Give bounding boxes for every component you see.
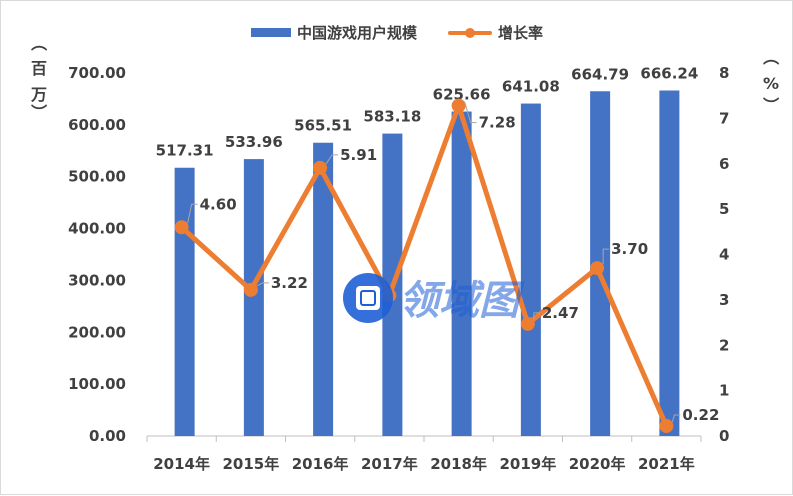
right-unit-char: （	[761, 49, 780, 65]
bar-data-label: 641.08	[502, 78, 560, 96]
leader-line	[464, 101, 477, 124]
right-tick-label: 8	[719, 64, 729, 82]
legend-label-bar: 中国游戏用户规模	[297, 24, 418, 42]
line-data-label: 7.28	[479, 114, 516, 132]
right-unit-char: ）	[761, 97, 780, 113]
right-tick-label: 7	[719, 109, 729, 127]
line-point	[659, 419, 674, 434]
line-data-label: 3.70	[611, 240, 648, 258]
left-tick-label: 0.00	[89, 427, 126, 445]
leader-line	[325, 154, 339, 165]
line-data-label: 0.22	[682, 406, 719, 424]
right-tick-label: 3	[719, 291, 729, 309]
leader-line	[602, 248, 610, 265]
bar-data-label: 664.79	[571, 65, 629, 83]
right-tick-label: 6	[719, 155, 729, 173]
line-data-label: 4.60	[200, 195, 237, 213]
line-data-label: 2.47	[542, 304, 579, 322]
bar	[313, 142, 334, 436]
x-tick-label: 2020年	[569, 455, 626, 473]
bar	[659, 90, 680, 437]
left-unit-char: ）	[29, 104, 48, 120]
right-unit-char: %	[763, 74, 779, 93]
bar-data-label: 583.18	[363, 108, 421, 126]
bar-data-labels: 517.31 533.96 565.51 583.18 625.66 641.08 664.…	[156, 65, 699, 160]
right-axis-unit-label: （% ）	[761, 49, 780, 113]
x-axis: 2014年 2015年 2016年 2017年 2018年 2019年 2020年 2021年	[146, 435, 702, 473]
x-tick-label: 2021年	[638, 455, 695, 473]
bar	[174, 167, 195, 437]
legend: 中国游戏用户规模 增长率	[251, 24, 543, 42]
left-tick-label: 700.00	[68, 64, 126, 82]
bar-series	[174, 90, 680, 437]
right-tick-label: 1	[719, 382, 729, 400]
right-tick-label: 5	[719, 200, 729, 218]
left-unit-char: （	[29, 35, 48, 51]
left-axis-ticks: 0.00 100.00 200.00 300.00 400.00 500.00 600.00…	[68, 64, 126, 445]
x-tick-label: 2019年	[500, 455, 557, 473]
right-tick-label: 2	[719, 336, 729, 354]
left-tick-label: 500.00	[68, 168, 126, 186]
watermark: 领域图	[343, 273, 525, 324]
left-unit-char: 百	[31, 59, 47, 78]
bar	[520, 103, 541, 436]
leader-line	[187, 203, 198, 224]
x-tick-label: 2015年	[223, 455, 280, 473]
line-point	[520, 316, 535, 331]
bar-data-label: 666.24	[640, 65, 698, 83]
line-point	[451, 98, 466, 113]
bar-data-label: 517.31	[156, 142, 214, 160]
bar	[243, 159, 264, 436]
legend-swatch-bar	[251, 28, 291, 37]
legend-marker-line	[465, 28, 475, 38]
x-tick-label: 2016年	[292, 455, 349, 473]
left-tick-label: 300.00	[68, 271, 126, 289]
bar-data-label: 625.66	[433, 86, 491, 104]
watermark-logo-square	[356, 286, 380, 310]
leader-line	[671, 414, 681, 423]
line-data-labels: 4.60 3.22 5.91 7.28 2.47 3.70 0.22	[187, 101, 719, 424]
line-data-label: 5.91	[340, 146, 377, 164]
watermark-logo-inner	[360, 290, 376, 306]
right-tick-label: 4	[719, 246, 729, 264]
bar-data-label: 565.51	[294, 117, 352, 135]
x-tick-label: 2014年	[153, 455, 210, 473]
left-axis-unit-label: （ 百万）	[29, 35, 48, 120]
left-tick-label: 200.00	[68, 323, 126, 341]
line-point	[313, 160, 328, 175]
leader-line	[533, 312, 540, 320]
line-data-label: 3.22	[271, 274, 308, 292]
left-tick-label: 400.00	[68, 220, 126, 238]
line-point	[590, 261, 605, 276]
legend-label-line: 增长率	[498, 24, 543, 42]
left-tick-label: 100.00	[68, 375, 126, 393]
x-tick-label: 2017年	[361, 455, 418, 473]
line-point	[174, 220, 189, 235]
right-tick-label: 0	[719, 427, 729, 445]
watermark-text: 领域图	[399, 278, 525, 324]
bar-data-label: 533.96	[225, 133, 283, 151]
x-tick-label: 2018年	[430, 455, 487, 473]
left-unit-char: 万	[30, 85, 47, 104]
growth-line	[179, 103, 669, 429]
right-axis-ticks: 0 1 2 3 4 5 6 7 8	[719, 64, 729, 445]
leader-line	[256, 282, 269, 287]
left-tick-label: 600.00	[68, 116, 126, 134]
bar	[451, 111, 472, 436]
line-point	[243, 282, 258, 297]
